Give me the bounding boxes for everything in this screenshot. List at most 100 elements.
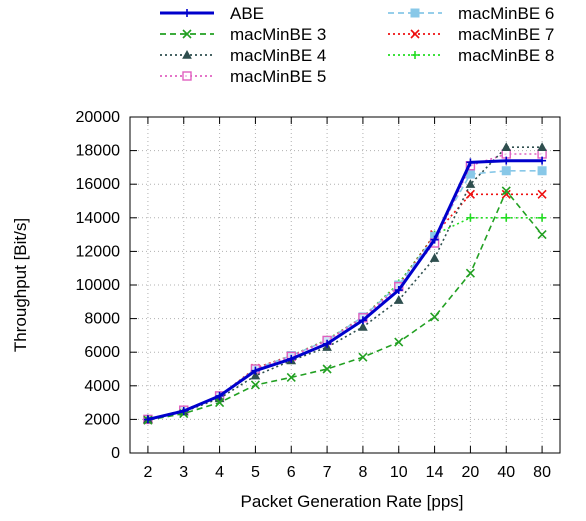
data-point-macminbe-4 [358, 321, 368, 331]
legend: ABE macMinBE 3 macMinBE 4 macMinBE 5 macMinB… [160, 4, 554, 86]
data-point-macminbe-8 [466, 213, 475, 222]
data-point-abe [502, 156, 511, 165]
y-tick-label: 4000 [84, 378, 120, 395]
series-line-abe [147, 159, 543, 421]
x-tick-label: 6 [287, 464, 296, 481]
data-point-abe [538, 156, 547, 165]
x-tick-label: 3 [179, 464, 188, 481]
legend-item-macminbe-4: macMinBE 4 [160, 46, 326, 65]
legend-marker [182, 29, 192, 39]
series-layer [143, 142, 547, 425]
x-tick-label: 10 [390, 464, 408, 481]
legend-item-abe: ABE [160, 4, 264, 23]
legend-label: macMinBE 5 [230, 67, 326, 86]
series-macminbe-7 [143, 189, 547, 424]
data-point-abe [251, 366, 260, 375]
data-point-macminbe-4 [429, 253, 440, 262]
plot-frame [129, 116, 561, 454]
data-point-macminbe-3 [215, 398, 225, 408]
legend-label: macMinBE 6 [458, 4, 554, 23]
x-tick-label: 7 [323, 464, 332, 481]
series-macminbe-4 [143, 142, 547, 424]
data-point-abe [287, 354, 296, 363]
series-line-macminbe-5 [147, 153, 543, 421]
y-tick-label: 6000 [84, 344, 120, 361]
legend-label: macMinBE 4 [230, 46, 326, 65]
data-point-macminbe-7 [537, 189, 547, 199]
data-point-macminbe-8 [502, 213, 511, 222]
x-tick-label: 8 [358, 464, 367, 481]
legend-label: macMinBE 8 [458, 46, 554, 65]
legend-marker [182, 71, 192, 81]
legend-item-macminbe-5: macMinBE 5 [160, 67, 326, 86]
series-line-macminbe-8 [147, 217, 543, 421]
data-point-abe [143, 415, 152, 424]
data-point-macminbe-4 [250, 370, 261, 380]
data-point-abe [215, 391, 224, 400]
series-line-macminbe-6 [147, 170, 543, 421]
y-tick-label: 2000 [84, 411, 120, 428]
data-point-macminbe-3 [465, 268, 475, 278]
data-point-abe [323, 339, 332, 348]
series-macminbe-5 [143, 149, 547, 425]
data-point-macminbe-3 [250, 380, 260, 390]
y-tick-label: 0 [111, 445, 120, 462]
x-tick-label: 80 [533, 464, 551, 481]
data-point-macminbe-3 [501, 186, 511, 196]
x-tick-label: 20 [462, 464, 480, 481]
data-point-macminbe-3 [286, 372, 296, 382]
data-point-macminbe-3 [322, 364, 332, 374]
series-macminbe-6 [143, 166, 547, 424]
data-point-macminbe-4 [465, 179, 476, 188]
legend-marker [410, 8, 420, 18]
legend-item-macminbe-7: macMinBE 7 [388, 25, 554, 44]
grid-layer [130, 117, 560, 453]
data-point-macminbe-6 [501, 166, 511, 176]
x-tick-label: 4 [215, 464, 224, 481]
data-point-macminbe-8 [538, 213, 547, 222]
data-point-macminbe-3 [358, 352, 368, 362]
x-tick-label: 14 [426, 464, 444, 481]
y-tick-label: 10000 [76, 277, 121, 294]
data-point-abe [430, 235, 439, 244]
legend-marker [410, 29, 420, 39]
legend-label: ABE [230, 4, 264, 23]
data-point-macminbe-3 [430, 312, 440, 322]
data-point-macminbe-6 [537, 166, 547, 176]
data-point-abe [179, 407, 188, 415]
data-point-abe [394, 286, 403, 295]
legend-label: macMinBE 7 [458, 25, 554, 44]
data-point-abe [358, 316, 367, 325]
series-macminbe-8 [143, 213, 547, 424]
x-tick-label: 5 [251, 464, 260, 481]
legend-marker [411, 51, 419, 59]
y-tick-label: 8000 [84, 311, 120, 328]
series-macminbe-3 [143, 186, 547, 425]
y-tick-label: 16000 [76, 176, 121, 193]
legend-marker [182, 49, 192, 59]
series-line-macminbe-4 [147, 146, 543, 421]
legend-item-macminbe-8: macMinBE 8 [388, 46, 554, 65]
series-line-macminbe-7 [147, 193, 543, 421]
legend-label: macMinBE 3 [230, 25, 326, 44]
x-tick-label: 2 [143, 464, 152, 481]
y-tick-label: 18000 [76, 143, 121, 160]
legend-item-macminbe-3: macMinBE 3 [160, 25, 326, 44]
data-point-macminbe-3 [537, 230, 547, 240]
data-point-macminbe-4 [537, 142, 547, 151]
y-axis-title: Throughput [Bit/s] [11, 218, 30, 352]
data-point-abe [466, 158, 475, 167]
data-point-macminbe-3 [394, 337, 404, 347]
x-tick-label: 40 [497, 464, 515, 481]
legend-marker [183, 9, 191, 17]
data-point-macminbe-7 [465, 189, 475, 199]
x-axis-title: Packet Generation Rate [pps] [240, 492, 463, 511]
y-tick-label: 20000 [76, 109, 121, 126]
data-point-macminbe-4 [501, 142, 512, 151]
y-tick-label: 12000 [76, 243, 121, 260]
data-point-macminbe-7 [501, 189, 511, 199]
y-tick-label: 14000 [76, 210, 121, 227]
data-point-macminbe-4 [393, 295, 404, 304]
